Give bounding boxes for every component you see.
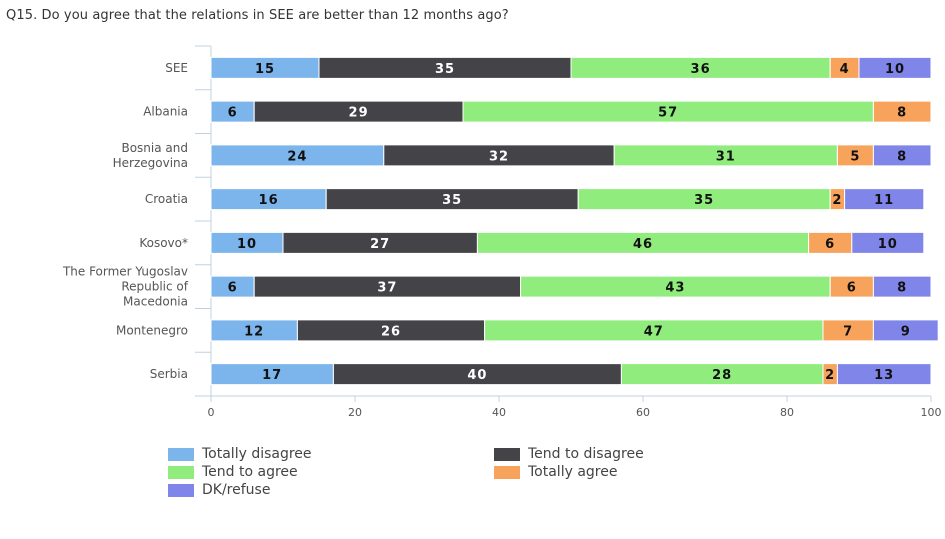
x-tick-label: 20: [348, 406, 362, 419]
data-label: 57: [658, 106, 678, 121]
data-label: 40: [467, 368, 487, 383]
data-label: 8: [897, 281, 907, 296]
legend-label: Tend to agree: [202, 464, 298, 480]
data-label: 35: [694, 193, 714, 208]
category-label-line: Kosovo*: [139, 236, 188, 250]
legend-item[interactable]: DK/refuse: [168, 482, 270, 498]
data-label: 10: [878, 237, 898, 252]
data-label: 6: [228, 106, 238, 121]
legend-item[interactable]: Tend to disagree: [494, 446, 644, 462]
data-label: 37: [377, 281, 397, 296]
data-label: 16: [259, 193, 279, 208]
category-label: Albania: [143, 105, 188, 119]
category-label-line: Herzegovina: [113, 156, 188, 170]
category-label-line: Croatia: [145, 192, 188, 206]
bar-segment: [844, 188, 925, 211]
data-label: 32: [489, 149, 509, 164]
data-label: 5: [850, 149, 860, 164]
data-label: 2: [832, 193, 842, 208]
category-label: The Former Yugoslav Republic of Macedonia: [62, 265, 189, 309]
legend-label: Totally disagree: [202, 446, 312, 462]
category-label: Montenegro: [116, 323, 188, 337]
data-label: 46: [633, 237, 653, 252]
category-label-line: Macedonia: [123, 295, 188, 309]
legend-swatch: [168, 447, 194, 461]
data-label: 6: [825, 237, 835, 252]
bar-segment: [858, 56, 932, 79]
data-label: 7: [843, 324, 853, 339]
data-label: 11: [874, 193, 894, 208]
data-label: 13: [874, 368, 894, 383]
bar-segment: [872, 144, 932, 167]
x-tick-label: 40: [492, 406, 506, 419]
legend-swatch: [494, 447, 520, 461]
category-label-line: Bosnia and: [121, 141, 188, 155]
data-label: 15: [255, 62, 275, 77]
legend-swatch: [494, 465, 520, 479]
legend-swatch: [168, 465, 194, 479]
category-label: SEE: [165, 61, 188, 75]
category-label-line: Serbia: [150, 367, 188, 381]
bar-segment: [836, 363, 932, 386]
stacked-bar-chart: 0 20 40 60 80 100 SEE Albania Bosnia and Herzegov…: [62, 45, 942, 419]
data-label: 17: [262, 368, 282, 383]
category-label-line: Albania: [143, 105, 188, 119]
data-label: 24: [287, 149, 307, 164]
data-label: 36: [691, 62, 711, 77]
data-label: 9: [901, 324, 911, 339]
legend-label: Tend to disagree: [528, 446, 644, 462]
category-label-line: The Former Yugoslav: [62, 265, 188, 279]
data-label: 43: [665, 281, 685, 296]
data-label: 6: [228, 281, 238, 296]
legend-item[interactable]: Tend to agree: [168, 464, 298, 480]
x-tick-label: 100: [921, 406, 942, 419]
legend-item[interactable]: Totally disagree: [168, 446, 312, 462]
bar-segment: [872, 275, 932, 298]
data-label: 27: [370, 237, 390, 252]
category-label-line: Republic of: [121, 280, 188, 294]
data-label: 12: [244, 324, 264, 339]
category-label: Serbia: [150, 367, 188, 381]
category-label-line: SEE: [165, 61, 188, 75]
data-label: 8: [897, 106, 907, 121]
data-label: 29: [349, 106, 369, 121]
legend-swatch: [168, 483, 194, 497]
data-label: 4: [840, 62, 850, 77]
bar-segment: [872, 319, 939, 342]
data-label: 10: [885, 62, 905, 77]
data-label: 35: [435, 62, 455, 77]
bar-segment: [851, 231, 925, 254]
category-label: Bosnia and Herzegovina: [113, 141, 188, 170]
category-label: Kosovo*: [139, 236, 188, 250]
x-tick-label: 80: [780, 406, 794, 419]
x-tick-label: 0: [208, 406, 215, 419]
data-label: 28: [712, 368, 732, 383]
legend-label: DK/refuse: [202, 482, 271, 498]
data-label: 6: [847, 281, 857, 296]
data-label: 10: [237, 237, 257, 252]
legend-item[interactable]: Totally agree: [494, 464, 617, 480]
data-label: 26: [381, 324, 401, 339]
data-label: 31: [716, 149, 736, 164]
data-label: 8: [897, 149, 907, 164]
data-label: 35: [442, 193, 462, 208]
bar-segment: [872, 100, 932, 123]
chart-title: Q15. Do you agree that the relations in …: [6, 8, 509, 23]
category-label: Croatia: [145, 192, 188, 206]
x-tick-label: 60: [636, 406, 650, 419]
category-label-line: Montenegro: [116, 323, 188, 337]
legend-label: Totally agree: [528, 464, 618, 480]
data-label: 47: [644, 324, 664, 339]
data-label: 2: [825, 368, 835, 383]
